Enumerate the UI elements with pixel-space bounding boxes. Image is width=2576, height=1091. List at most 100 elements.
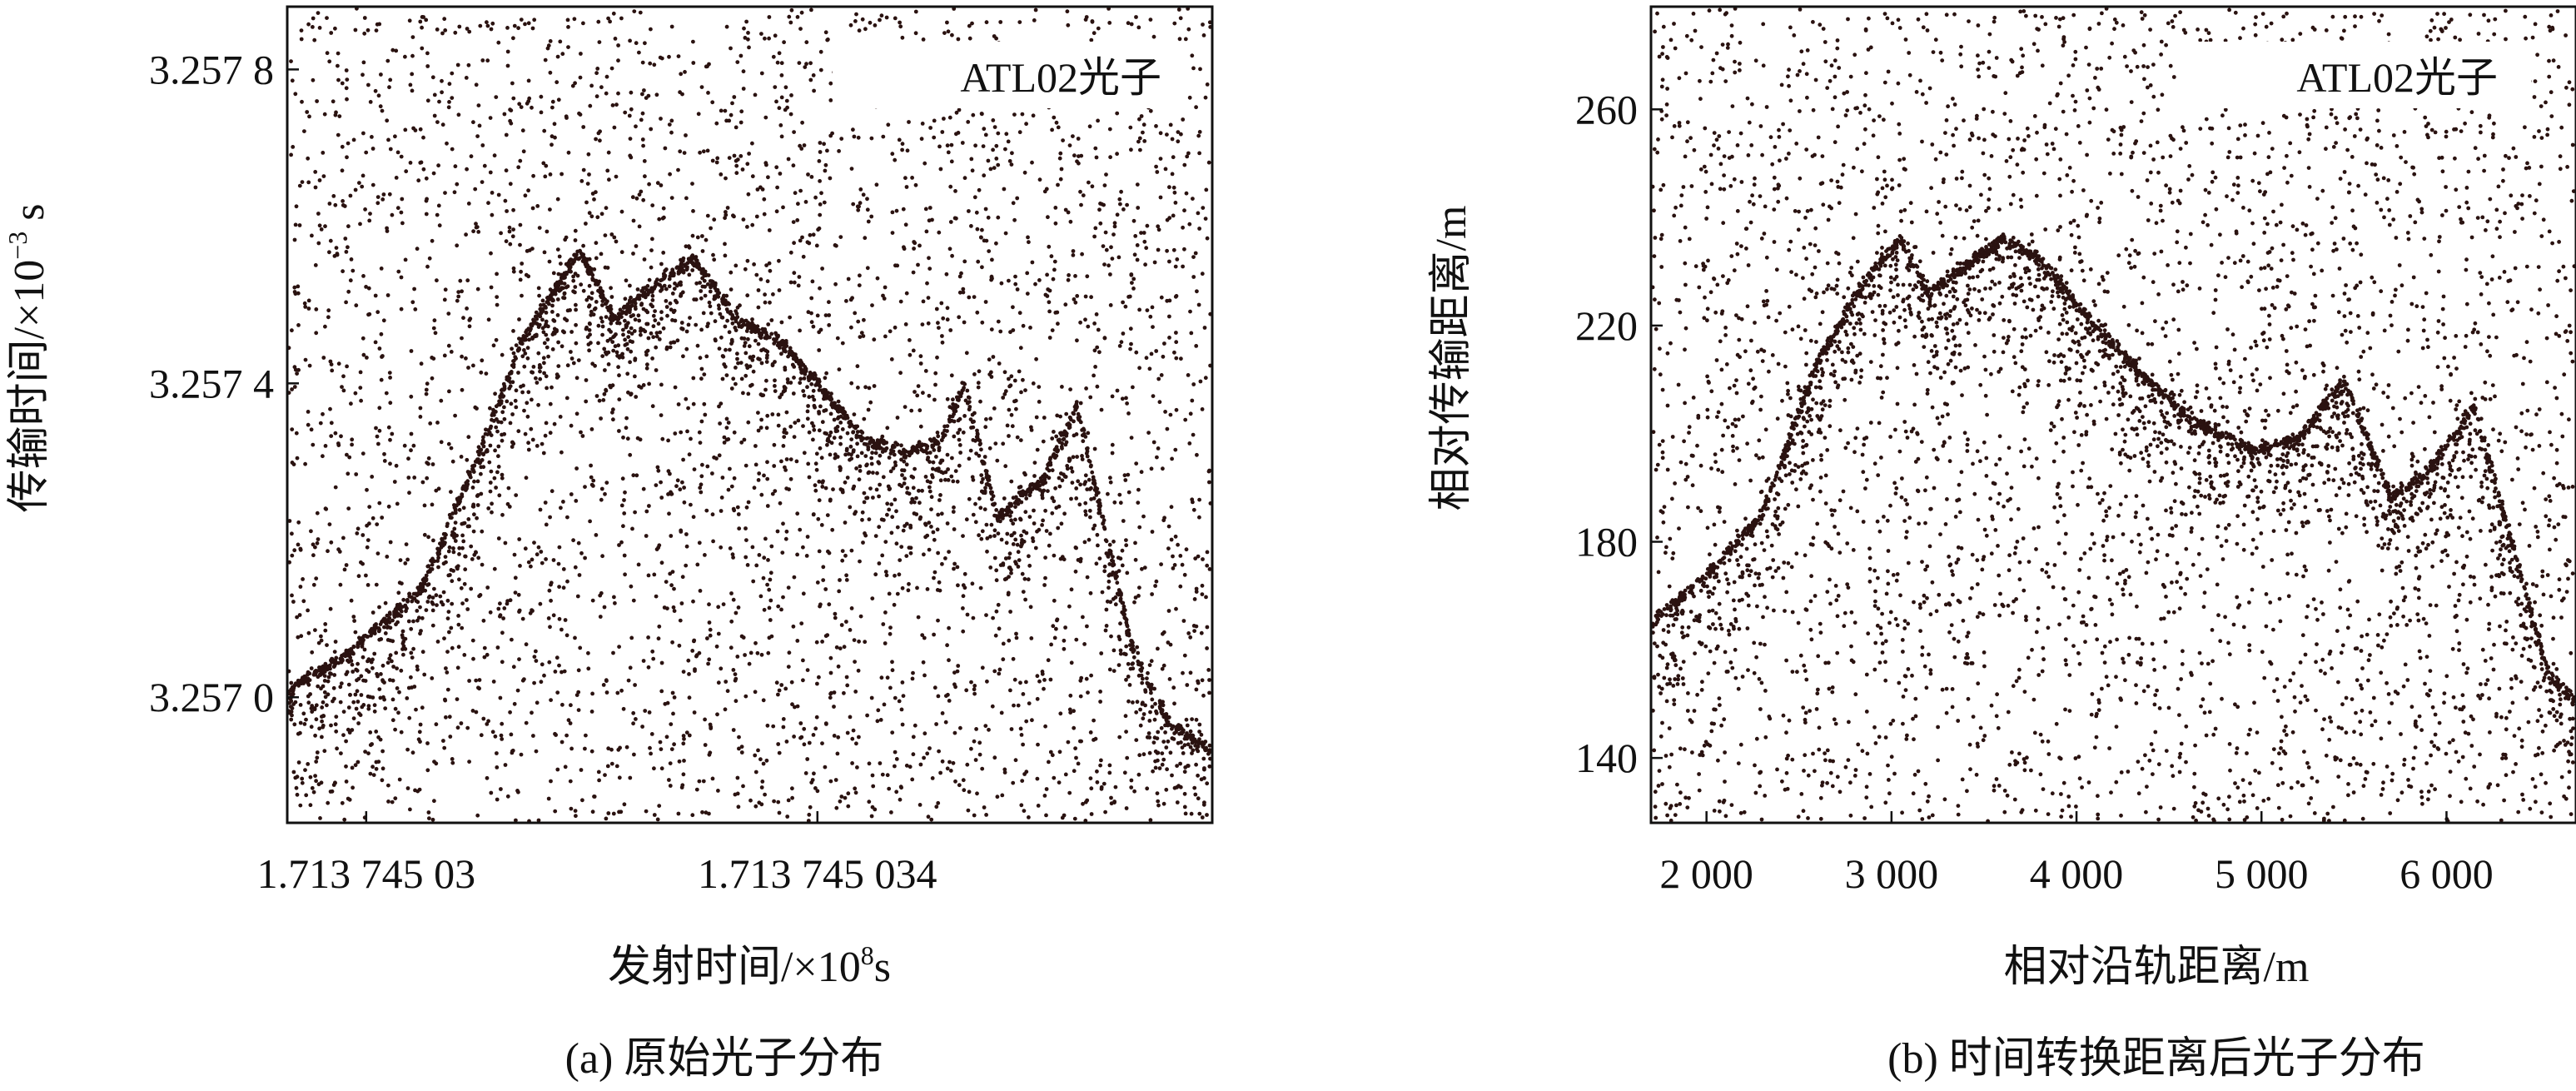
- photon-point: [655, 465, 660, 470]
- photon-point: [992, 755, 997, 760]
- photon-point: [956, 418, 961, 423]
- photon-point: [877, 561, 882, 565]
- photon-point: [834, 645, 839, 650]
- photon-point: [772, 799, 776, 804]
- photon-point: [856, 319, 861, 324]
- photon-point: [466, 62, 471, 67]
- photon-point: [746, 336, 750, 341]
- photon-point: [910, 777, 915, 782]
- photon-point: [945, 306, 950, 311]
- photon-point: [1057, 484, 1062, 489]
- photon-point: [368, 730, 373, 735]
- photon-point: [658, 282, 663, 287]
- photon-point: [609, 747, 614, 752]
- photon-point: [1149, 690, 1153, 695]
- photon-point: [387, 656, 392, 661]
- photon-point: [801, 424, 805, 428]
- photon-point: [492, 566, 497, 571]
- photon-point: [659, 183, 664, 187]
- photon-point: [898, 24, 903, 29]
- photon-point: [1000, 793, 1005, 798]
- photon-point: [750, 222, 755, 227]
- photon-point: [508, 421, 513, 426]
- photon-point: [431, 171, 436, 176]
- photon-point: [1161, 631, 1165, 636]
- photon-point: [442, 745, 447, 750]
- photon-point: [539, 94, 544, 99]
- photon-point: [848, 505, 853, 510]
- photon-point: [542, 371, 546, 376]
- photon-point: [535, 444, 540, 448]
- photon-point: [432, 318, 437, 323]
- photon-point: [994, 241, 998, 246]
- photon-point: [1203, 95, 1208, 100]
- photon-point: [401, 639, 406, 644]
- photon-point: [848, 22, 853, 27]
- photon-point: [949, 159, 954, 164]
- photon-point: [574, 411, 579, 416]
- photon-point: [381, 695, 385, 700]
- photon-point: [1151, 740, 1156, 745]
- photon-point: [577, 111, 581, 116]
- photon-point: [679, 72, 684, 77]
- photon-point: [343, 237, 348, 241]
- photon-point: [425, 476, 430, 481]
- photon-point: [791, 624, 796, 629]
- photon-point: [425, 741, 430, 745]
- photon-point: [667, 122, 672, 127]
- photon-point: [1107, 542, 1112, 547]
- photon-point: [1185, 154, 1190, 159]
- photon-point: [616, 365, 620, 370]
- photon-point: [737, 526, 742, 531]
- photon-point: [1182, 208, 1186, 213]
- photon-point: [875, 276, 880, 281]
- photon-point: [583, 746, 587, 751]
- photon-point: [545, 46, 550, 51]
- photon-point: [1136, 139, 1141, 144]
- photon-point: [723, 108, 728, 113]
- photon-point: [1169, 537, 1174, 542]
- photon-point: [293, 92, 298, 97]
- photon-point: [767, 587, 772, 592]
- photon-point: [419, 361, 424, 366]
- photon-point: [420, 650, 425, 655]
- photon-point: [972, 691, 977, 696]
- photon-point: [833, 281, 838, 286]
- photon-point: [1050, 127, 1054, 132]
- photon-point: [623, 343, 628, 347]
- photon-point: [682, 486, 686, 490]
- photon-point: [480, 180, 485, 185]
- photon-point: [475, 134, 480, 139]
- photon-point: [479, 370, 484, 375]
- photon-point: [815, 580, 820, 585]
- photon-point: [495, 272, 499, 276]
- photon-point: [972, 372, 977, 376]
- photon-point: [553, 135, 557, 140]
- photon-point: [548, 172, 553, 177]
- photon-point: [480, 562, 485, 567]
- photon-point: [900, 722, 905, 727]
- photon-point: [684, 133, 688, 137]
- photon-point: [724, 347, 728, 352]
- photon-point: [348, 278, 353, 283]
- photon-point: [779, 320, 784, 325]
- photon-point: [879, 13, 884, 18]
- photon-point: [798, 238, 803, 243]
- photon-point: [978, 585, 983, 590]
- photon-point: [568, 779, 573, 784]
- photon-point: [770, 412, 775, 416]
- photon-point: [602, 391, 607, 396]
- photon-point: [1013, 505, 1017, 509]
- photon-point: [890, 668, 895, 673]
- photon-point: [983, 132, 988, 137]
- photon-point: [1197, 722, 1202, 727]
- photon-point: [970, 168, 975, 173]
- photon-point: [1207, 678, 1211, 682]
- photon-point: [937, 749, 941, 754]
- photon-point: [447, 630, 451, 635]
- photon-point: [681, 670, 686, 674]
- photon-point: [1147, 663, 1152, 667]
- photon-point: [798, 381, 803, 386]
- photon-point: [455, 298, 460, 303]
- photon-point: [471, 656, 475, 661]
